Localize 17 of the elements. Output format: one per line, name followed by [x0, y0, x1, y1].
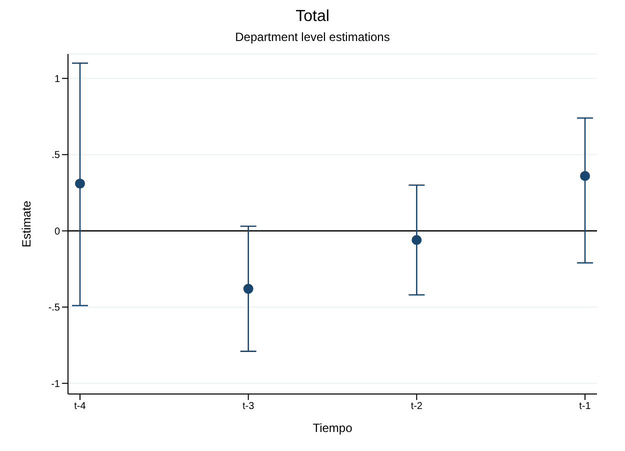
point [75, 178, 85, 189]
y-axis-title: Estimate [19, 200, 34, 248]
y-tick-label: 0 [54, 226, 60, 238]
y-tick-label: -1 [51, 378, 60, 390]
point [412, 235, 422, 246]
x-tick-label: t-2 [410, 401, 423, 412]
chart-subtitle: Department level estimations [234, 30, 391, 44]
x-axis-title: Tiempo [312, 421, 353, 435]
chart-title: Total [294, 8, 330, 26]
point [243, 284, 254, 294]
point [580, 170, 590, 181]
y-tick-label: .5 [52, 150, 60, 162]
x-tick-label: t-1 [579, 401, 592, 412]
y-tick-label: -.5 [48, 302, 60, 314]
x-tick-label: t-4 [74, 401, 86, 412]
x-tick-label: t-3 [242, 401, 255, 412]
y-tick-label: 1 [54, 74, 60, 85]
